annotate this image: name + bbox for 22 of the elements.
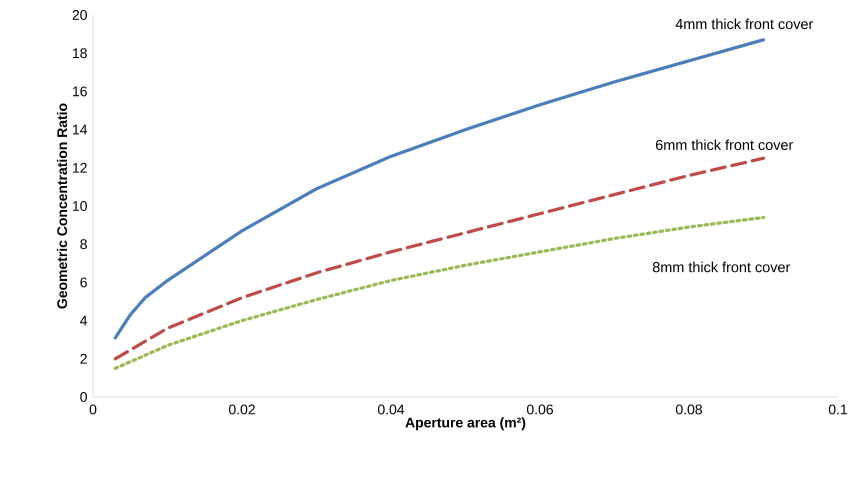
- x-tick-label: 0.1: [828, 404, 848, 414]
- series-label: 6mm thick front cover: [656, 139, 794, 150]
- y-tick-label: 6: [80, 277, 87, 288]
- y-tick-label: 14: [73, 124, 88, 134]
- y-tick-label: 16: [73, 86, 87, 96]
- x-tick-label: 0.02: [228, 404, 255, 414]
- y-tick-label: 4: [80, 316, 88, 326]
- y-tick-label: 20: [72, 10, 87, 20]
- y-tick-label: 10: [73, 201, 87, 211]
- x-tick-label: 0.04: [378, 404, 404, 414]
- x-tick-label: 0: [90, 404, 96, 414]
- y-axis-title: Geometric Concentration Ratio: [56, 103, 68, 308]
- y-tick-label: 0: [80, 392, 87, 402]
- y-tick-label: 8: [80, 239, 87, 250]
- y-tick-label: 2: [80, 354, 87, 364]
- y-tick-label: 18: [73, 48, 87, 58]
- y-tick-label: 12: [73, 162, 87, 173]
- x-axis-title: Aperture area (m²): [405, 417, 526, 430]
- series-label: 8mm thick front cover: [652, 262, 790, 272]
- series-label: 4mm thick front cover: [676, 18, 814, 30]
- x-tick-label: 0.08: [676, 404, 702, 414]
- x-tick-label: 0.06: [526, 404, 553, 414]
